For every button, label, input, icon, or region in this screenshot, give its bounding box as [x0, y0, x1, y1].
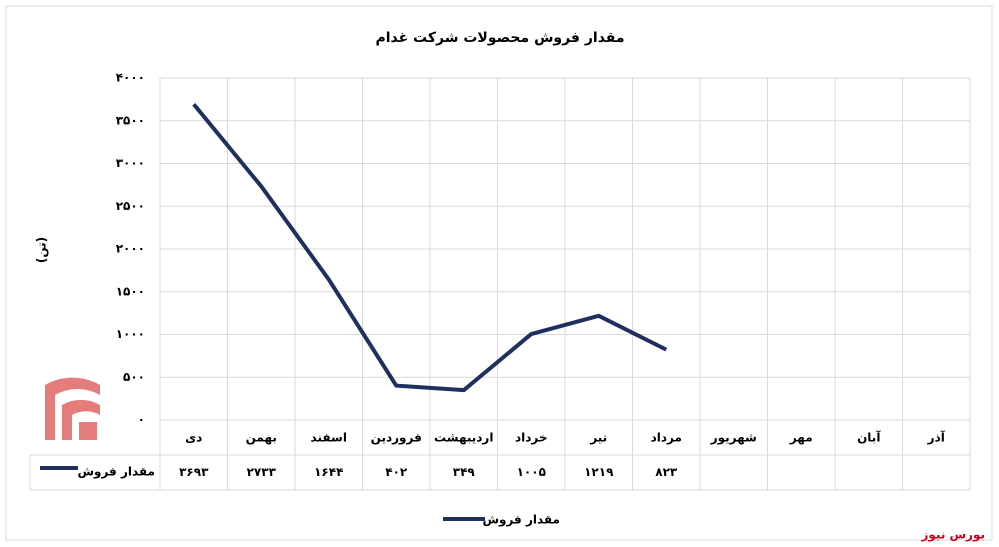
table-value: ۳۶۹۳: [179, 465, 209, 479]
x-tick-label: دی: [185, 431, 202, 445]
x-tick-label: شهریور: [710, 431, 757, 446]
watermark: بورس نیوز: [920, 528, 985, 543]
x-tick-label: اردیبهشت: [434, 431, 493, 445]
y-tick-label: ۲۰۰۰: [116, 242, 145, 256]
x-tick-label: مرداد: [651, 431, 682, 445]
y-tick-label: ۱۰۰۰: [116, 327, 145, 341]
y-tick-label: ۳۵۰۰: [116, 113, 145, 127]
table-value: ۳۴۹: [453, 465, 476, 479]
y-tick-label: ۳۰۰۰: [116, 156, 145, 170]
x-tick-label: فروردین: [371, 431, 422, 446]
x-tick-label: بهمن: [246, 431, 277, 445]
logo-arc: [45, 377, 100, 440]
x-tick-label: آبان: [857, 430, 881, 445]
x-tick-label: اسفند: [311, 431, 347, 445]
data-line: [192, 102, 668, 393]
y-tick-label: ۱۵۰۰: [116, 284, 145, 298]
logo-block: [79, 422, 97, 440]
table-value: ۱۶۴۴: [314, 465, 343, 479]
x-tick-label: خرداد: [515, 431, 548, 445]
x-tick-label: آذر: [927, 430, 946, 445]
table-value: ۲۷۳۳: [247, 465, 277, 479]
x-tick-label: مهر: [789, 431, 813, 445]
y-tick-label: ۴۰۰۰: [116, 71, 145, 85]
legend-label: مقدار فروش: [482, 513, 560, 528]
table-series-name: مقدار فروش: [77, 465, 155, 480]
y-tick-label: ۰: [138, 413, 145, 427]
chart-border: [5, 5, 993, 541]
logo-arc: [62, 399, 100, 440]
table-value: ۱۲۱۹: [584, 465, 614, 479]
table-value: ۸۲۳: [655, 465, 678, 479]
table-value: ۴۰۲: [385, 465, 408, 479]
y-tick-label: ۲۵۰۰: [116, 199, 145, 213]
y-axis-label: (تن): [35, 237, 49, 263]
table-value: ۱۰۰۵: [517, 465, 546, 479]
chart-title: مقدار فروش محصولات شرکت غدام: [375, 30, 624, 46]
y-tick-label: ۵۰۰: [123, 370, 145, 384]
logo: [45, 377, 100, 440]
x-tick-label: تیر: [589, 431, 607, 445]
